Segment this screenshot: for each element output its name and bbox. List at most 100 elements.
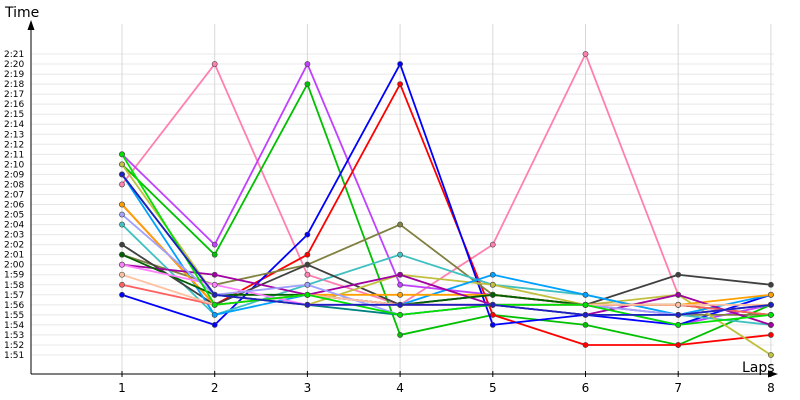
- y-tick-label: 1:58: [4, 281, 24, 291]
- y-tick-label: 1:56: [4, 301, 24, 311]
- x-tick-label: 1: [118, 381, 126, 395]
- y-tick-label: 1:57: [4, 291, 24, 301]
- data-point: [397, 221, 403, 228]
- data-point: [489, 271, 496, 278]
- data-point: [119, 171, 125, 178]
- data-point: [304, 251, 311, 258]
- data-point: [397, 251, 403, 258]
- data-point: [768, 281, 774, 288]
- data-point: [211, 251, 218, 258]
- data-point: [397, 301, 403, 308]
- y-axis-title: Time: [4, 5, 39, 21]
- y-tick-label: 2:20: [4, 60, 24, 70]
- data-point: [582, 321, 589, 328]
- x-axis-title: Laps: [742, 360, 775, 376]
- data-point: [489, 321, 496, 328]
- data-point: [119, 181, 125, 188]
- data-point: [119, 291, 125, 298]
- data-point: [489, 311, 496, 318]
- data-point: [397, 271, 403, 278]
- data-point: [119, 161, 125, 168]
- x-tick-label: 8: [767, 381, 775, 395]
- data-point: [397, 281, 403, 288]
- data-point: [211, 241, 218, 248]
- data-point: [304, 271, 311, 278]
- y-tick-label: 2:21: [4, 50, 24, 60]
- y-tick-label: 1:52: [4, 341, 24, 351]
- y-tick-label: 2:05: [4, 211, 24, 221]
- series-line: [121, 83, 772, 346]
- data-point: [489, 301, 496, 308]
- data-point: [304, 281, 311, 288]
- data-point: [397, 332, 403, 338]
- data-point: [211, 291, 218, 298]
- y-tick-label: 1:59: [4, 271, 24, 281]
- y-tick-label: 2:13: [4, 130, 24, 140]
- y-tick-label: 2:12: [4, 140, 24, 150]
- y-tick-label: 2:06: [4, 201, 24, 211]
- data-point: [304, 231, 311, 238]
- data-point: [304, 81, 311, 87]
- y-tick-label: 1:55: [4, 311, 24, 321]
- data-point: [582, 51, 589, 57]
- data-point: [211, 301, 218, 308]
- data-point: [397, 61, 403, 67]
- data-point: [489, 241, 496, 248]
- y-tick-label: 2:07: [4, 190, 24, 200]
- y-tick-label: 2:18: [4, 80, 24, 90]
- data-point: [211, 311, 218, 318]
- y-tick-label: 2:04: [4, 221, 24, 231]
- data-point: [675, 301, 682, 308]
- y-tick-label: 2:15: [4, 110, 24, 120]
- y-tick-label: 2:02: [4, 241, 24, 251]
- y-tick-label: 2:11: [4, 150, 24, 160]
- series-20: [119, 171, 774, 318]
- x-tick-label: 5: [489, 381, 497, 395]
- data-point: [397, 311, 403, 318]
- data-point: [119, 241, 125, 248]
- series-line: [121, 173, 771, 316]
- data-point: [304, 61, 311, 67]
- y-tick-label: 2:08: [4, 180, 24, 190]
- data-point: [211, 321, 218, 328]
- y-tick-label: 1:51: [4, 351, 24, 361]
- data-point: [675, 321, 682, 328]
- y-tick-label: 2:01: [4, 251, 24, 261]
- y-tick-label: 1:53: [4, 331, 24, 341]
- data-point: [211, 271, 218, 278]
- series-group: [119, 51, 774, 358]
- data-point: [304, 301, 311, 308]
- data-point: [489, 291, 496, 298]
- data-point: [119, 211, 125, 218]
- axes: Time Laps: [4, 5, 778, 378]
- data-point: [768, 352, 774, 358]
- y-tick-label: 2:16: [4, 100, 24, 110]
- x-tick-label: 2: [211, 381, 219, 395]
- data-point: [304, 291, 311, 298]
- data-point: [768, 301, 774, 308]
- data-point: [582, 291, 589, 298]
- data-point: [675, 291, 682, 298]
- data-point: [675, 342, 682, 348]
- y-tick-label: 2:10: [4, 160, 24, 170]
- y-tick-label: 2:19: [4, 70, 24, 80]
- data-point: [119, 271, 125, 278]
- data-point: [675, 311, 682, 318]
- y-tick-label: 2:09: [4, 170, 24, 180]
- data-point: [768, 321, 774, 328]
- x-tick-label: 7: [674, 381, 682, 395]
- data-point: [119, 201, 125, 208]
- data-point: [119, 261, 125, 268]
- data-point: [397, 81, 403, 87]
- y-tick-label: 2:03: [4, 231, 24, 241]
- x-tick-label: 3: [304, 381, 312, 395]
- data-point: [119, 151, 125, 158]
- series-line: [121, 53, 772, 326]
- tick-labels: 1:511:521:531:541:551:561:571:581:592:00…: [4, 50, 775, 395]
- data-point: [489, 281, 496, 288]
- data-point: [119, 251, 125, 258]
- data-point: [304, 261, 311, 268]
- series-line: [121, 263, 772, 326]
- data-point: [675, 271, 682, 278]
